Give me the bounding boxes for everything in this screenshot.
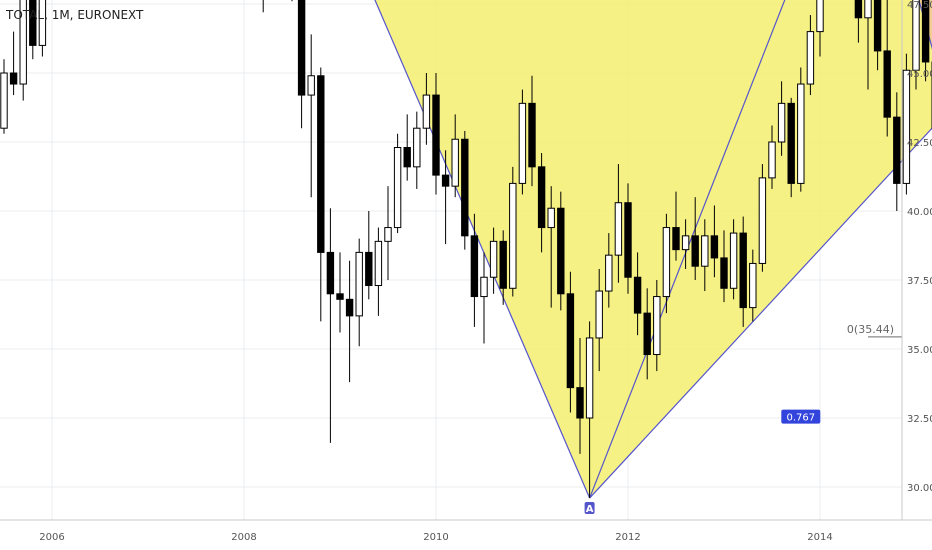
candle-down [720,257,728,289]
y-tick-label: 45.00 [907,69,932,80]
x-tick-label: 2012 [615,532,640,543]
candle-down [461,138,469,237]
y-tick-label: 30.00 [907,483,932,494]
candle-down [336,293,344,300]
candle-up [19,0,27,85]
x-tick-label: 2006 [39,532,64,543]
candle-up [797,83,805,184]
candle-down [9,72,18,85]
candle-up [384,227,392,242]
candle-up [662,227,671,298]
candle-down [499,240,507,289]
candle-up [749,262,757,309]
candle-down [326,251,335,295]
candle-up [422,94,431,129]
candle-down [441,174,450,187]
fib-label: 0(35.44) [847,323,894,336]
candlesticks [0,0,932,499]
point-label-bg [584,502,595,515]
candle-up [307,75,315,96]
y-tick-label: 32.50 [907,414,932,425]
candle-down [537,166,546,229]
candle-up [595,290,603,339]
candle-up [374,240,383,287]
ratio-label-text: 0.767 [786,413,815,424]
candle-up [0,72,8,129]
candle-down [365,251,373,287]
candle-down [873,0,882,52]
candle-down [893,116,901,184]
candle-up [518,102,527,184]
candle-up [585,337,594,419]
candle-down [854,0,863,19]
candle-down [470,235,479,298]
p1-leg [374,0,591,499]
candle-up [413,127,421,168]
candle-down [787,102,795,184]
candle-up [509,182,517,289]
candle-down [317,75,325,253]
candle-down [883,50,891,118]
candle-down [345,298,354,317]
candle-down [576,387,584,419]
pattern-labels: XAXDABC0.7470.9120.7671.2760.7190.52.5 [584,409,821,515]
candle-up [38,0,47,46]
candle-down [432,94,440,176]
candle-down [633,276,642,314]
candle-down [297,0,306,96]
candle-up [614,202,623,256]
y-tick-label: 47.50 [907,0,932,11]
candle-up [681,235,690,251]
candle-down [29,0,37,46]
x-tick-label: 2014 [807,532,832,543]
candle-up [806,31,815,85]
candle-down [557,207,565,295]
candle-up [489,240,498,278]
candle-up [768,141,776,179]
candle-down [691,235,699,267]
candle-up [777,102,786,143]
ratio-label: 0.767 [781,409,821,424]
ratio-label-bg [781,409,821,424]
candle-up [816,0,824,33]
candle-down [624,202,632,278]
candle-up [547,207,555,229]
p1-diag [589,127,932,499]
candle-up [480,276,488,298]
candle-up [393,147,402,229]
y-tick-label: 37.50 [907,276,932,287]
candle-up [902,69,911,184]
candle-down [403,147,411,168]
x-tick-label: 2008 [231,532,256,543]
point-label-text: A [586,504,594,515]
y-tick-label: 40.00 [907,207,932,218]
point-label-a: A [584,502,595,515]
candle-up [729,232,738,289]
y-tick-label: 42.50 [907,138,932,149]
candle-down [528,102,536,168]
candle-up [653,296,661,356]
candle-down [739,232,747,309]
candle-down [643,312,651,356]
p1-leg [589,0,786,499]
candle-down [672,227,680,251]
candle-up [701,235,709,267]
candle-up [355,251,363,317]
candle-up [864,0,872,19]
candle-down [921,0,930,63]
fib-levels: 1.272(60.18)1(54.89)0(35.44) [847,323,902,338]
x-tick-label: 2010 [423,532,448,543]
candle-down [710,235,719,259]
candle-up [758,177,767,264]
chart-title: TOTAL, 1M, EURONEXT [6,8,144,22]
candle-up [605,254,613,292]
candle-up [912,0,920,71]
candle-up [451,138,459,187]
pattern1-xab-fill [374,0,785,499]
y-tick-label: 35.00 [907,345,932,356]
candle-down [566,293,575,389]
